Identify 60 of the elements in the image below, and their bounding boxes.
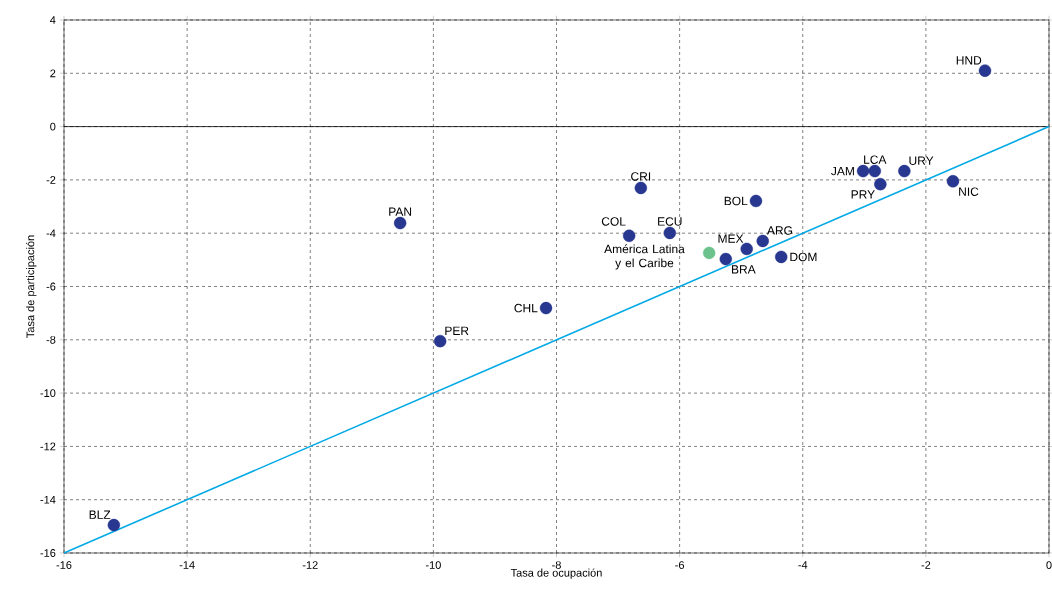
annotation: NIC xyxy=(959,187,979,196)
y-tick-label: -8 xyxy=(46,335,56,344)
annotation: PER xyxy=(445,326,469,335)
annotation: ECU xyxy=(658,217,682,226)
point xyxy=(634,181,648,195)
point xyxy=(978,64,992,77)
point xyxy=(946,175,960,188)
x-tick-label: -4 xyxy=(798,561,808,569)
point xyxy=(775,250,788,264)
x-tick-label: -14 xyxy=(179,561,195,569)
point xyxy=(622,229,636,243)
x-tick-label: -6 xyxy=(675,561,685,569)
annotation: LCA xyxy=(864,155,887,164)
annotation: CRI xyxy=(631,172,651,181)
annotation: PAN xyxy=(389,207,412,216)
y-tick-label: -14 xyxy=(40,495,56,504)
point xyxy=(740,242,753,256)
x-tick-label: -12 xyxy=(302,561,318,569)
annotation: BOL xyxy=(724,196,748,206)
y-tick-label: 0 xyxy=(50,122,56,131)
point xyxy=(749,194,763,208)
point xyxy=(898,164,911,178)
annotation: BLZ xyxy=(89,510,111,519)
x-axis-title: Tasa de ocupación xyxy=(510,568,602,579)
point xyxy=(107,518,121,532)
point xyxy=(539,301,553,315)
point xyxy=(719,252,732,266)
point xyxy=(868,164,881,178)
annotation: BRA xyxy=(731,265,756,274)
x-tick-label: -8 xyxy=(552,561,561,569)
y-axis-title: Tasa de participación xyxy=(26,235,37,338)
point xyxy=(393,216,407,230)
annotation: América Latina y el Caribe xyxy=(604,244,685,270)
annotation: CHL xyxy=(514,303,538,313)
point xyxy=(756,234,769,248)
x-tick-label: 0 xyxy=(1046,561,1052,569)
point xyxy=(856,164,870,178)
y-tick-label: 2 xyxy=(50,69,56,78)
x-tick-label: -2 xyxy=(921,561,931,569)
annotation: COL xyxy=(601,217,626,226)
y-tick-label: -6 xyxy=(46,282,56,291)
point xyxy=(663,226,676,240)
y-tick-label: -2 xyxy=(46,176,56,184)
y-tick-label: -4 xyxy=(46,229,56,237)
annotation: PRY xyxy=(851,190,875,199)
x-tick-label: -10 xyxy=(425,561,441,569)
annotation: JAM xyxy=(831,166,854,176)
y-tick-label: -16 xyxy=(40,549,56,557)
x-tick-label: -16 xyxy=(56,561,72,569)
annotation: DOM xyxy=(790,252,817,262)
point xyxy=(874,177,887,191)
y-tick-label: -12 xyxy=(40,442,56,451)
point xyxy=(702,246,716,260)
annotation: HND xyxy=(956,56,982,65)
point xyxy=(433,334,447,348)
annotation: URY xyxy=(909,156,934,165)
annotation: ARG xyxy=(766,226,793,235)
y-tick-label: 4 xyxy=(50,16,56,24)
y-tick-label: -10 xyxy=(40,389,56,397)
annotation: MEX xyxy=(718,234,744,243)
